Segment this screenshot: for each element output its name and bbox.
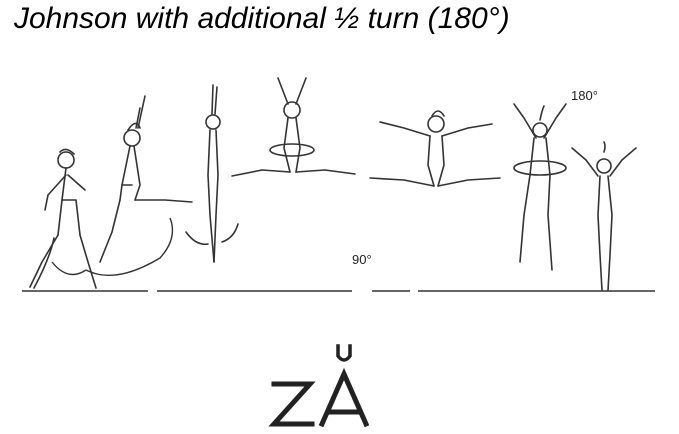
page-title: Johnson with additional ½ turn (180°) — [14, 2, 510, 35]
johnson-sequence-illustration — [22, 77, 655, 292]
gymnast-figure-turn-landing — [513, 103, 567, 271]
gymnast-figure-takeoff — [29, 148, 97, 289]
gymnast-figure-vertical — [185, 84, 239, 263]
johnson-symbol — [268, 344, 370, 428]
angle-label-180: 180° — [571, 88, 598, 103]
rotation-arc-arrow — [51, 217, 174, 276]
gymnast-figure-split-arms-up — [231, 77, 356, 177]
gymnast-figure-leap — [99, 95, 193, 263]
angle-label-90: 90° — [352, 252, 372, 267]
gymnast-figure-final-pose — [571, 141, 637, 291]
gymnast-figure-split-arms-out — [369, 110, 501, 187]
